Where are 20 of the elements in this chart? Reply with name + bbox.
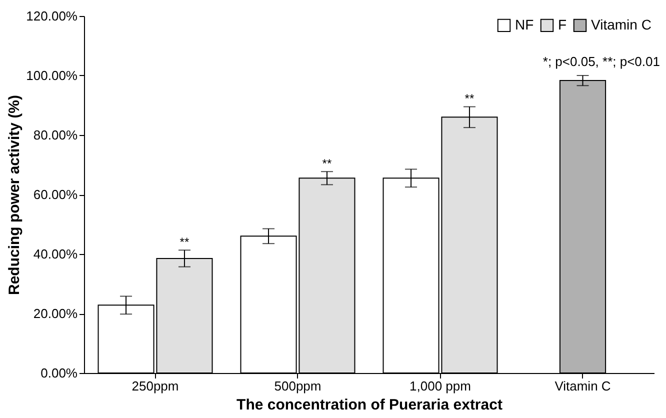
annotation: ** xyxy=(464,92,474,106)
y-tick-label: 80.00% xyxy=(33,128,78,142)
legend-label: NF xyxy=(515,16,534,32)
y-tick-label: 60.00% xyxy=(33,187,78,202)
y-tick-label: 0.00% xyxy=(40,366,78,380)
x-tick-label: 500ppm xyxy=(274,378,322,394)
y-tick-label: 100.00% xyxy=(26,68,78,83)
y-axis-title: Reducing power activity (%) xyxy=(6,94,24,296)
legend-label: F xyxy=(558,16,567,32)
annotation: *; p<0.05, **; p<0.01 xyxy=(542,54,660,69)
y-tick-label: 20.00% xyxy=(33,306,78,321)
x-tick-label: 250ppm xyxy=(132,378,179,394)
x-tick-label: Vitamin C xyxy=(554,378,611,394)
legend-label: Vitamin C xyxy=(591,16,652,32)
y-tick-label: 40.00% xyxy=(33,246,78,262)
x-tick-label: 1,000 ppm xyxy=(410,378,471,394)
y-tick-label: 120.00% xyxy=(26,8,78,24)
x-axis-title: The concentration of Pueraria extract xyxy=(236,396,502,414)
annotation: ** xyxy=(180,235,190,250)
annotation: ** xyxy=(322,156,332,171)
